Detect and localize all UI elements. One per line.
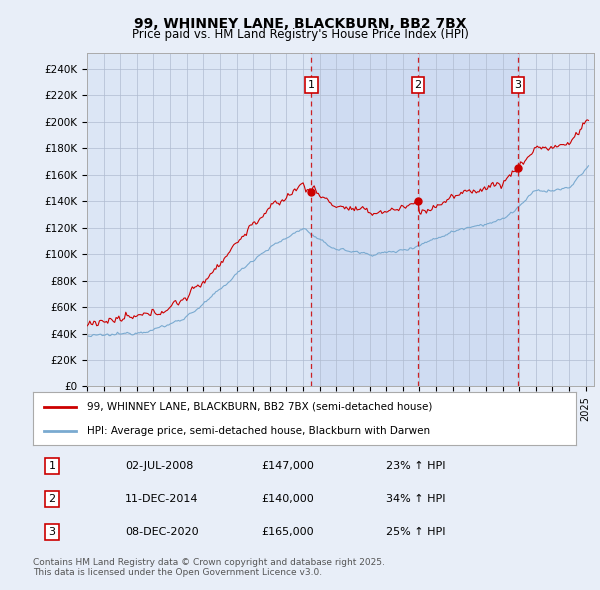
Text: 08-DEC-2020: 08-DEC-2020 [125, 527, 199, 537]
Text: 11-DEC-2014: 11-DEC-2014 [125, 494, 199, 504]
Text: 3: 3 [514, 80, 521, 90]
Text: HPI: Average price, semi-detached house, Blackburn with Darwen: HPI: Average price, semi-detached house,… [88, 426, 430, 436]
Text: 99, WHINNEY LANE, BLACKBURN, BB2 7BX: 99, WHINNEY LANE, BLACKBURN, BB2 7BX [134, 17, 466, 31]
Text: £165,000: £165,000 [261, 527, 314, 537]
Text: 23% ↑ HPI: 23% ↑ HPI [386, 461, 445, 471]
Text: 02-JUL-2008: 02-JUL-2008 [125, 461, 194, 471]
Text: 1: 1 [308, 80, 315, 90]
Text: 2: 2 [415, 80, 422, 90]
Text: £147,000: £147,000 [261, 461, 314, 471]
Text: 99, WHINNEY LANE, BLACKBURN, BB2 7BX (semi-detached house): 99, WHINNEY LANE, BLACKBURN, BB2 7BX (se… [88, 402, 433, 412]
Text: Contains HM Land Registry data © Crown copyright and database right 2025.
This d: Contains HM Land Registry data © Crown c… [33, 558, 385, 577]
Text: 2: 2 [49, 494, 56, 504]
Text: 25% ↑ HPI: 25% ↑ HPI [386, 527, 445, 537]
Text: 3: 3 [49, 527, 56, 537]
Bar [311, 53, 518, 386]
Text: 34% ↑ HPI: 34% ↑ HPI [386, 494, 445, 504]
Text: Price paid vs. HM Land Registry's House Price Index (HPI): Price paid vs. HM Land Registry's House … [131, 28, 469, 41]
Text: 1: 1 [49, 461, 56, 471]
Text: £140,000: £140,000 [261, 494, 314, 504]
